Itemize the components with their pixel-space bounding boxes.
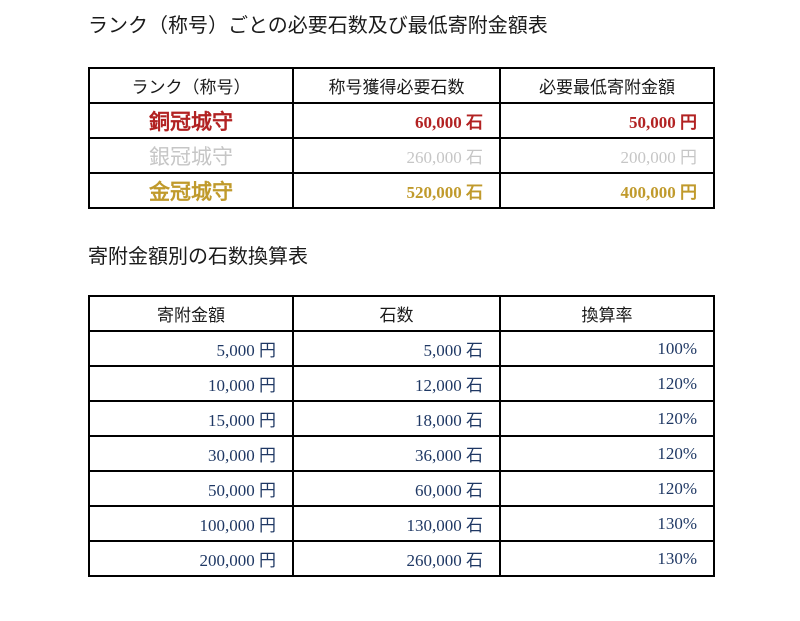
rank-table-header-stones: 称号獲得必要石数 <box>292 67 501 104</box>
table-row: 100,000 円 130,000 石 130% <box>88 505 715 542</box>
table-row-bronze: 銅冠城守 60,000 石 50,000 円 <box>88 102 715 139</box>
required-stones-cell: 520,000 石 <box>292 172 501 209</box>
min-donation-cell: 200,000 円 <box>499 137 715 174</box>
rate-cell: 120% <box>499 470 715 507</box>
stones-cell: 12,000 石 <box>292 365 501 402</box>
rank-name-cell: 銅冠城守 <box>88 102 294 139</box>
table-row: 15,000 円 18,000 石 120% <box>88 400 715 437</box>
rank-name-cell: 金冠城守 <box>88 172 294 209</box>
stones-cell: 130,000 石 <box>292 505 501 542</box>
conversion-table-body: 5,000 円 5,000 石 100% 10,000 円 12,000 石 1… <box>88 330 715 577</box>
donation-cell: 100,000 円 <box>88 505 294 542</box>
stones-cell: 36,000 石 <box>292 435 501 472</box>
stones-cell: 260,000 石 <box>292 540 501 577</box>
table-row: 30,000 円 36,000 石 120% <box>88 435 715 472</box>
conversion-table-header-row: 寄附金額 石数 換算率 <box>88 295 715 332</box>
conversion-header-rate: 換算率 <box>499 295 715 332</box>
rate-cell: 100% <box>499 330 715 367</box>
rank-table-header-donation: 必要最低寄附金額 <box>499 67 715 104</box>
required-stones-cell: 260,000 石 <box>292 137 501 174</box>
table-row-gold: 金冠城守 520,000 石 400,000 円 <box>88 172 715 209</box>
conversion-table-title: 寄附金額別の石数換算表 <box>88 246 308 268</box>
stones-cell: 60,000 石 <box>292 470 501 507</box>
donation-cell: 30,000 円 <box>88 435 294 472</box>
conversion-header-stones: 石数 <box>292 295 501 332</box>
required-stones-cell: 60,000 石 <box>292 102 501 139</box>
stones-cell: 5,000 石 <box>292 330 501 367</box>
table-row: 50,000 円 60,000 石 120% <box>88 470 715 507</box>
donation-cell: 10,000 円 <box>88 365 294 402</box>
rate-cell: 120% <box>499 365 715 402</box>
rank-table-header-rank: ランク（称号） <box>88 67 294 104</box>
table-row: 10,000 円 12,000 石 120% <box>88 365 715 402</box>
rank-table-title: ランク（称号）ごとの必要石数及び最低寄附金額表 <box>88 15 548 37</box>
rank-name-cell: 銀冠城守 <box>88 137 294 174</box>
rate-cell: 130% <box>499 505 715 542</box>
table-row: 5,000 円 5,000 石 100% <box>88 330 715 367</box>
donation-cell: 15,000 円 <box>88 400 294 437</box>
donation-cell: 50,000 円 <box>88 470 294 507</box>
conversion-table: 寄附金額 石数 換算率 5,000 円 5,000 石 100% 10,000 … <box>88 295 715 577</box>
rate-cell: 130% <box>499 540 715 577</box>
table-row-silver: 銀冠城守 260,000 石 200,000 円 <box>88 137 715 174</box>
stones-cell: 18,000 石 <box>292 400 501 437</box>
conversion-header-donation: 寄附金額 <box>88 295 294 332</box>
rank-table: ランク（称号） 称号獲得必要石数 必要最低寄附金額 銅冠城守 60,000 石 … <box>88 67 715 209</box>
rank-table-header-row: ランク（称号） 称号獲得必要石数 必要最低寄附金額 <box>88 67 715 104</box>
table-row: 200,000 円 260,000 石 130% <box>88 540 715 577</box>
donation-cell: 200,000 円 <box>88 540 294 577</box>
min-donation-cell: 50,000 円 <box>499 102 715 139</box>
rate-cell: 120% <box>499 400 715 437</box>
donation-cell: 5,000 円 <box>88 330 294 367</box>
rate-cell: 120% <box>499 435 715 472</box>
min-donation-cell: 400,000 円 <box>499 172 715 209</box>
